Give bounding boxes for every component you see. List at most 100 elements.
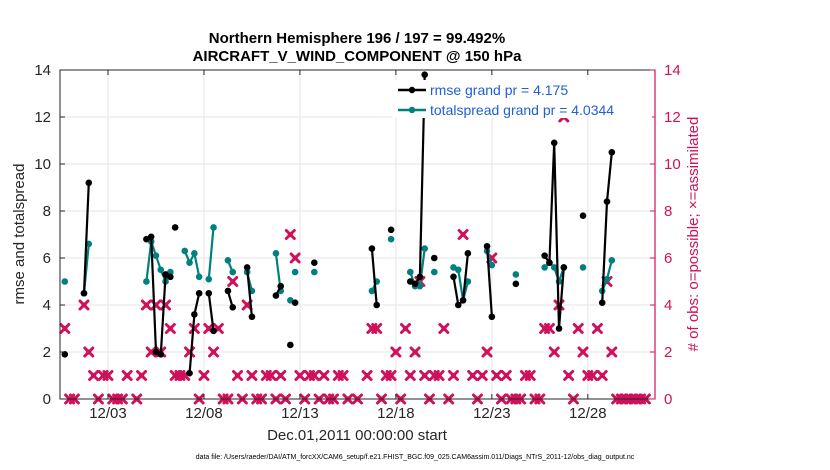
- obs-marker-center: [124, 372, 130, 379]
- chart-title-line1: Northern Hemisphere 196 / 197 = 99.492%: [209, 30, 505, 47]
- obs-marker-center: [62, 325, 68, 332]
- spread-point: [61, 278, 69, 285]
- rmse-point: [608, 148, 616, 156]
- obs-marker-center: [479, 372, 485, 379]
- obs-marker-center: [388, 372, 394, 379]
- spread-point: [191, 250, 198, 257]
- x-tick-label: 12/03: [89, 405, 127, 422]
- obs-marker-center: [86, 349, 92, 355]
- obs-marker-center: [566, 372, 572, 379]
- spread-point: [152, 252, 160, 259]
- rmse-point: [555, 325, 563, 332]
- y-tick-right-label: 14: [664, 62, 681, 79]
- obs-marker-center: [580, 349, 586, 355]
- obs-marker-center: [100, 372, 106, 379]
- obs-marker-center: [177, 372, 183, 379]
- obs-marker-center: [182, 372, 188, 379]
- obs-marker-center: [244, 302, 250, 308]
- obs-marker-center: [81, 302, 87, 308]
- x-axis-label: Dec.01,2011 00:00:00 start: [267, 427, 448, 444]
- obs-count-marker: [136, 370, 148, 381]
- obs-marker-center: [249, 372, 255, 379]
- rmse-point: [373, 301, 380, 309]
- obs-marker-center: [292, 255, 298, 261]
- obs-marker-center: [230, 278, 236, 285]
- obs-marker-center: [393, 349, 399, 355]
- rmse-point: [411, 280, 419, 288]
- x-tick-label: 12/13: [281, 405, 319, 422]
- obs-count-marker: [83, 346, 95, 358]
- legend-box: [392, 80, 652, 118]
- obs-marker-center: [340, 372, 346, 379]
- y-tick-label: 8: [43, 203, 51, 220]
- rmse-point: [603, 198, 611, 205]
- spread-point: [186, 259, 193, 267]
- obs-marker-center: [263, 372, 269, 379]
- rmse-point: [560, 264, 568, 271]
- obs-marker-center: [210, 349, 217, 355]
- obs-count-marker: [78, 299, 90, 311]
- obs-marker-center: [412, 349, 418, 355]
- obs-marker-center: [436, 372, 442, 379]
- spread-point: [195, 273, 203, 281]
- legend-rmse-text: rmse grand pr = 4.175: [430, 82, 568, 98]
- obs-count-marker: [198, 370, 210, 381]
- rmse-point: [287, 341, 294, 349]
- legend-spread-text: totalspread grand pr = 4.0344: [430, 102, 614, 118]
- obs-marker-center: [494, 372, 500, 379]
- obs-count-marker: [361, 370, 373, 381]
- spread-point: [603, 275, 611, 283]
- obs-count-marker: [289, 252, 301, 264]
- obs-count-marker: [308, 370, 320, 381]
- obs-marker-center: [609, 349, 615, 355]
- rmse-point: [157, 351, 165, 358]
- obs-count-marker: [246, 370, 258, 381]
- y-tick-label: 12: [34, 109, 51, 126]
- obs-count-marker: [438, 323, 450, 334]
- obs-count-marker: [577, 346, 589, 358]
- obs-count-marker: [543, 323, 555, 334]
- obs-marker-center: [215, 325, 221, 332]
- rmse-point: [387, 226, 395, 234]
- obs-count-marker: [433, 370, 445, 381]
- rmse-point: [546, 259, 553, 267]
- rmse-line-segment: [452, 253, 469, 307]
- rmse-line-segment: [207, 293, 215, 332]
- obs-marker-center: [407, 372, 413, 379]
- obs-marker-center: [297, 372, 303, 379]
- y-tick-right-label: 0: [664, 391, 672, 408]
- rmse-point: [430, 254, 438, 262]
- x-tick-label: 12/28: [569, 405, 607, 422]
- spread-series: [61, 224, 616, 304]
- rmse-point: [454, 301, 462, 309]
- obs-marker-center: [542, 325, 548, 332]
- y-tick-right-label: 2: [664, 344, 672, 361]
- obs-marker-center: [306, 372, 313, 379]
- obs-count-marker: [591, 323, 603, 334]
- obs-count-marker: [371, 323, 383, 334]
- spread-point: [541, 264, 548, 271]
- spread-point: [579, 264, 587, 271]
- x-tick-label: 12/08: [185, 405, 223, 422]
- obs-marker-center: [364, 372, 370, 379]
- spread-point: [550, 264, 558, 271]
- obs-count-marker: [227, 276, 239, 287]
- rmse-point: [85, 179, 93, 187]
- obs-count-marker: [491, 370, 503, 381]
- x-tick-label: 12/23: [473, 405, 511, 422]
- obs-marker-center: [143, 302, 149, 308]
- obs-marker-center: [551, 349, 557, 355]
- legend-rmse-marker: [408, 86, 416, 94]
- rmse-point: [550, 139, 558, 147]
- rmse-line-segment: [246, 267, 253, 317]
- obs-count-marker: [476, 370, 488, 381]
- obs-marker-center: [369, 325, 375, 332]
- rmse-point: [598, 299, 606, 306]
- obs-count-marker: [284, 229, 296, 240]
- spread-point: [143, 278, 150, 285]
- obs-count-marker: [385, 370, 397, 381]
- obs-marker-center: [201, 372, 207, 379]
- obs-count-marker: [457, 229, 469, 240]
- rmse-point: [291, 299, 299, 306]
